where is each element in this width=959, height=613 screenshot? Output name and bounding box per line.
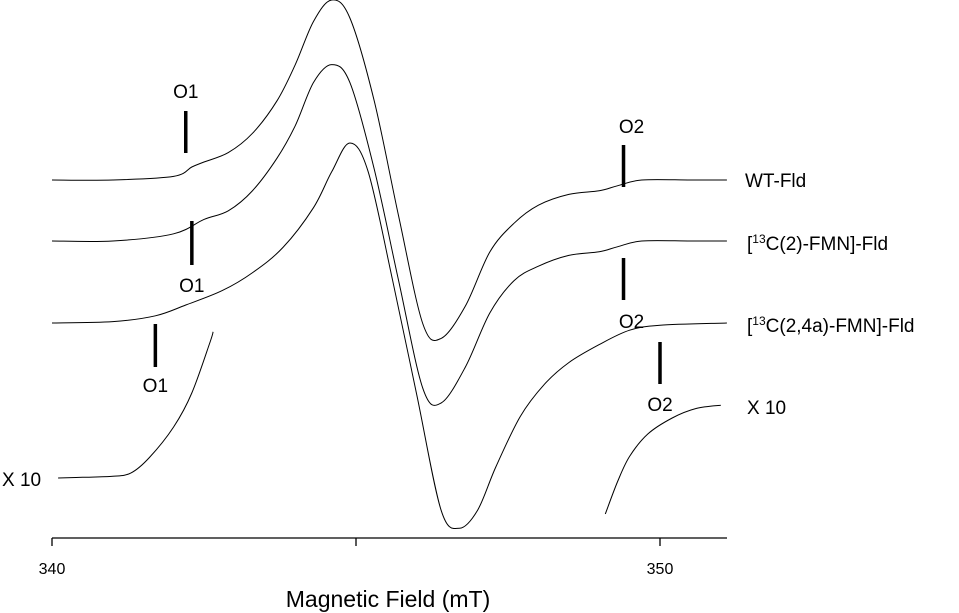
peak-label: O1 [143, 376, 168, 397]
spectrum-line-2 [51, 64, 727, 406]
x-tick-label: 340 [39, 561, 66, 578]
peak-label: O1 [173, 82, 198, 103]
peak-label: O2 [619, 117, 644, 138]
peak-label: O2 [647, 395, 672, 416]
peak-label: O2 [619, 312, 644, 333]
spectrum-line-3 [51, 142, 727, 530]
spectrum-line-1 [51, 0, 727, 342]
spectrum-line-5 [604, 404, 721, 515]
series-labels: WT-Fld [13C(2)-FMN]-Fld [13C(2,4a)-FMN]-Fl… [2, 171, 914, 491]
series-label: [13C(2)-FMN]-Fld [747, 232, 888, 255]
x-axis: 340 350 [39, 537, 727, 578]
peak-markers: O1 O2 O1 O2 O1 O2 [143, 82, 673, 416]
peak-label: O1 [179, 276, 204, 297]
scale-label: X 10 [2, 470, 41, 491]
scale-label: X 10 [747, 398, 786, 419]
spectrum-traces [51, 0, 727, 530]
series-label: [13C(2,4a)-FMN]-Fld [747, 314, 914, 337]
x-tick-label: 350 [647, 561, 674, 578]
x-axis-title: Magnetic Field (mT) [286, 586, 490, 612]
spectrum-line-4 [58, 331, 214, 479]
series-label: WT-Fld [745, 171, 806, 192]
